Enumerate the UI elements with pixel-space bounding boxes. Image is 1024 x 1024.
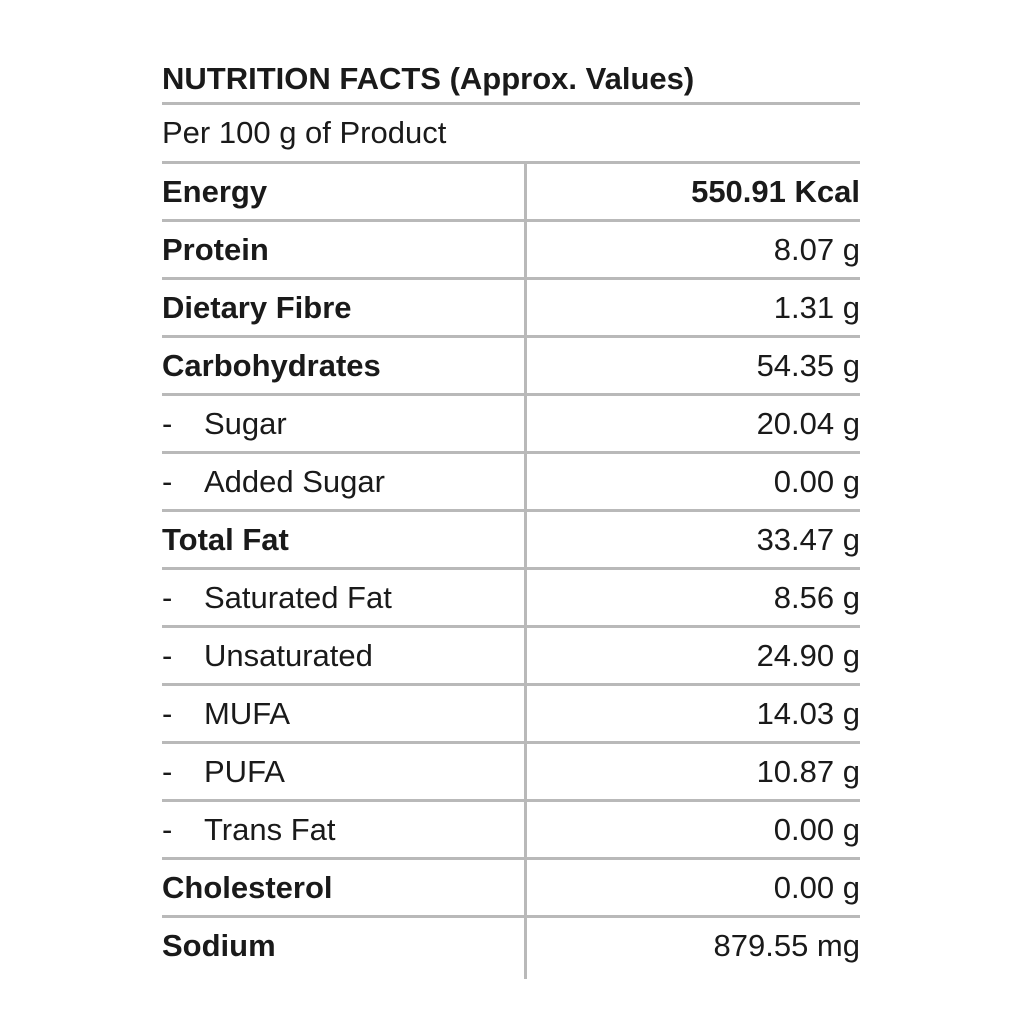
nutrient-label-text: Sodium [162, 927, 276, 963]
nutrient-label: - Trans Fat [162, 812, 524, 848]
sub-item-dash: - [162, 405, 173, 441]
serving-basis: Per 100 g of Product [162, 105, 860, 164]
nutrient-label-text: PUFA [204, 753, 285, 789]
nutrient-value: 550.91 Kcal [691, 173, 860, 209]
nutrient-row: Cholesterol 0.00 g [162, 860, 860, 918]
nutrient-value: 0.00 g [773, 463, 860, 499]
nutrient-value: 20.04 g [756, 405, 860, 441]
nutrient-row: - PUFA 10.87 g [162, 744, 860, 802]
nutrient-label: - Sugar [162, 406, 524, 442]
nutrient-label-text: Cholesterol [162, 869, 333, 905]
sub-item-dash: - [162, 753, 173, 789]
nutrient-row: - Added Sugar 0.00 g [162, 454, 860, 512]
nutrient-value: 0.00 g [773, 811, 860, 847]
nutrient-row: - Trans Fat 0.00 g [162, 802, 860, 860]
nutrient-row: Protein 8.07 g [162, 222, 860, 280]
nutrient-label: Dietary Fibre [162, 290, 524, 326]
nutrient-label: - Unsaturated [162, 638, 524, 674]
nutrient-label: - Added Sugar [162, 464, 524, 500]
nutrient-value: 10.87 g [756, 753, 860, 789]
nutrient-label-text: Saturated Fat [204, 579, 392, 615]
nutrient-label-text: Trans Fat [204, 811, 336, 847]
nutrient-label-text: Carbohydrates [162, 347, 381, 383]
nutrient-row: - Sugar 20.04 g [162, 396, 860, 454]
nutrient-row: - Saturated Fat 8.56 g [162, 570, 860, 628]
nutrient-value: 33.47 g [756, 521, 860, 557]
nutrient-label: Carbohydrates [162, 348, 524, 384]
nutrient-label-text: Unsaturated [204, 637, 373, 673]
sub-item-dash: - [162, 695, 173, 731]
nutrient-label: Energy [162, 174, 524, 210]
nutrient-row: Total Fat 33.47 g [162, 512, 860, 570]
nutrient-label: Cholesterol [162, 870, 524, 906]
sub-item-dash: - [162, 579, 173, 615]
sub-item-dash: - [162, 811, 173, 847]
nutrient-label-text: Total Fat [162, 521, 289, 557]
nutrient-label-text: Energy [162, 173, 268, 209]
nutrient-value: 879.55 mg [713, 927, 861, 963]
nutrient-value: 8.07 g [773, 231, 860, 267]
nutrient-label: Sodium [162, 928, 524, 964]
nutrient-table: Energy 550.91 Kcal Protein 8.07 g Dietary Fi… [162, 164, 860, 979]
nutrient-value: 24.90 g [756, 637, 860, 673]
nutrient-row: - MUFA 14.03 g [162, 686, 860, 744]
nutrition-facts-panel: NUTRITION FACTS (Approx. Values) Per 100… [162, 56, 860, 979]
nutrient-label-text: Protein [162, 231, 269, 267]
nutrient-value: 0.00 g [773, 869, 860, 905]
nutrient-label: - PUFA [162, 754, 524, 790]
nutrient-label: - MUFA [162, 696, 524, 732]
nutrient-row: Dietary Fibre 1.31 g [162, 280, 860, 338]
nutrient-row: Energy 550.91 Kcal [162, 164, 860, 222]
nutrient-label-text: Added Sugar [204, 463, 385, 499]
nutrient-row: - Unsaturated 24.90 g [162, 628, 860, 686]
nutrient-label-text: Sugar [204, 405, 287, 441]
nutrient-label-text: MUFA [204, 695, 291, 731]
nutrient-value: 1.31 g [773, 289, 860, 325]
nutrient-value: 54.35 g [756, 347, 860, 383]
nutrient-value: 14.03 g [756, 695, 860, 731]
sub-item-dash: - [162, 637, 173, 673]
column-divider [524, 164, 527, 979]
nutrient-label-text: Dietary Fibre [162, 289, 352, 325]
nutrient-row: Carbohydrates 54.35 g [162, 338, 860, 396]
nutrient-row: Sodium 879.55 mg [162, 918, 860, 973]
nutrient-label: Total Fat [162, 522, 524, 558]
nutrient-label: Protein [162, 232, 524, 268]
nutrition-title: NUTRITION FACTS (Approx. Values) [162, 56, 860, 105]
sub-item-dash: - [162, 463, 173, 499]
nutrient-label: - Saturated Fat [162, 580, 524, 616]
nutrient-value: 8.56 g [773, 579, 860, 615]
